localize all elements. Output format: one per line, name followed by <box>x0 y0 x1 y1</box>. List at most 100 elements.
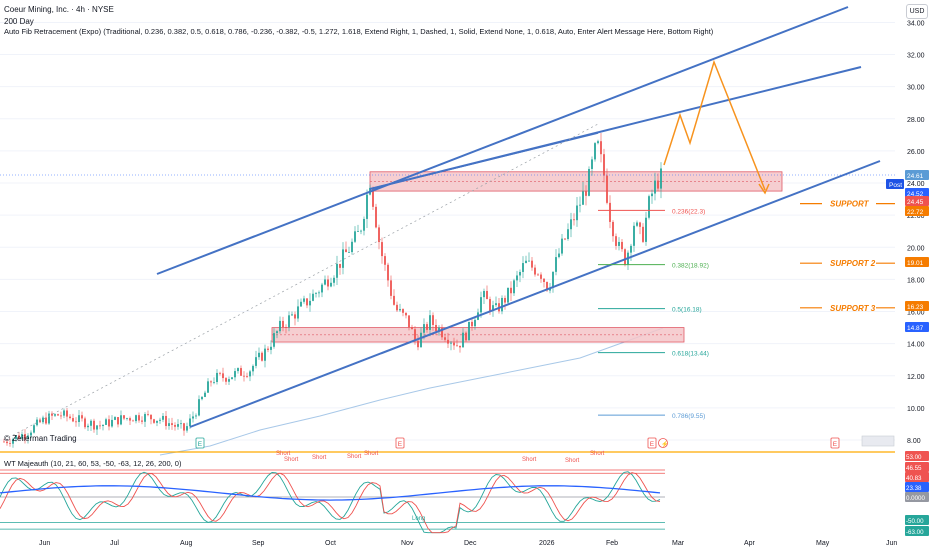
candle-body <box>255 357 257 366</box>
candle-body <box>27 435 29 439</box>
price-badge-label: 22.72 <box>907 209 924 216</box>
candle-body <box>489 299 491 311</box>
candle-body <box>123 415 125 419</box>
ma-indicator-label[interactable]: 200 Day <box>4 17 34 26</box>
candle-body <box>96 425 98 430</box>
time-tick-label: Jun <box>39 540 50 547</box>
price-badge <box>905 206 929 216</box>
candle-body <box>156 420 158 423</box>
candle-body <box>504 297 506 303</box>
price-axis[interactable]: 34.00 32.00 30.00 28.00 26.00 24.00 22.00 20.00… <box>0 20 929 447</box>
candle-body <box>312 293 314 301</box>
symbol-title[interactable]: Coeur Mining, Inc. · 4h · NYSE <box>4 5 114 14</box>
time-axis[interactable]: Jun Jul Aug Sep Oct Nov Dec 2026 Feb Mar Apr May Jun <box>39 540 897 547</box>
candle-body <box>93 420 95 430</box>
candle-body <box>222 373 224 379</box>
osc-badge <box>905 472 929 482</box>
candle-body <box>648 196 650 218</box>
candle-body <box>219 372 221 374</box>
candle-body <box>609 202 611 222</box>
candle-body <box>318 292 320 294</box>
candle-body <box>165 415 167 427</box>
candle-body <box>63 410 65 416</box>
post-tag <box>886 179 904 189</box>
candle-body <box>465 332 467 341</box>
candle-body <box>642 226 644 242</box>
candle-body <box>285 327 287 328</box>
earnings-marker[interactable] <box>647 437 657 449</box>
candle-body <box>33 425 35 433</box>
author-watermark: © Zeiierman Trading <box>4 434 77 443</box>
candle-body <box>579 204 581 206</box>
earnings-marker[interactable] <box>395 437 405 449</box>
price-projection-path <box>663 59 770 195</box>
candle-body <box>597 141 599 144</box>
logo-icon <box>861 435 895 447</box>
candle-body <box>162 415 164 420</box>
channel-line[interactable] <box>189 160 881 428</box>
candle-body <box>516 275 518 281</box>
candle-body <box>378 227 380 243</box>
candle-body <box>102 424 104 427</box>
time-tick-label: Sep <box>252 540 265 547</box>
candle-body <box>492 305 494 311</box>
dividend-icon[interactable] <box>658 438 668 448</box>
price-tick-label: 28.00 <box>907 117 925 124</box>
candle-body <box>585 191 587 196</box>
earnings-marker-label: E <box>650 441 655 448</box>
candle-body <box>330 282 332 287</box>
osc-badge <box>905 462 929 472</box>
candle-body <box>645 217 647 242</box>
osc-badge <box>905 515 929 525</box>
candle-body <box>57 414 59 416</box>
candle-body <box>495 303 497 306</box>
osc-short-signal: Short <box>590 451 605 457</box>
osc-badge <box>905 482 929 492</box>
candle-body <box>261 352 263 361</box>
candle-body <box>339 263 341 268</box>
fib-indicator-label[interactable]: Auto Fib Retracement (Expo) (Traditional… <box>4 27 714 36</box>
oscillator-indicator-label[interactable]: WT Majeauth (10, 21, 60, 53, -50, -63, 1… <box>4 459 182 468</box>
candle-body <box>180 423 182 425</box>
fib-level-label: 0.5(16.18) <box>672 307 702 314</box>
candle-body <box>447 339 449 344</box>
candle-body <box>651 193 653 197</box>
candle-body <box>426 324 428 330</box>
candle-body <box>588 168 590 196</box>
candle-body <box>300 301 302 307</box>
candle-body <box>231 377 233 380</box>
candle-body <box>624 249 626 265</box>
candle-body <box>69 416 71 419</box>
candle-body <box>306 298 308 306</box>
price-badge <box>905 170 929 180</box>
candle-body <box>519 271 521 276</box>
price-badge <box>905 322 929 332</box>
candle-body <box>138 415 140 421</box>
candle-body <box>471 321 473 327</box>
fib-trend-dashed-line <box>3 123 599 441</box>
candle-body <box>225 378 227 382</box>
candle-body <box>543 278 545 282</box>
osc-short-signal: Short <box>565 458 580 464</box>
earnings-marker[interactable] <box>830 437 840 449</box>
candle-body <box>45 417 47 424</box>
osc-badge <box>905 526 929 536</box>
candle-body <box>99 425 101 427</box>
candle-body <box>240 368 242 376</box>
candle-body <box>438 327 440 332</box>
event-markers[interactable]: E E E E ⚡ <box>195 437 840 449</box>
candle-body <box>390 280 392 296</box>
channel-line[interactable] <box>369 132 599 190</box>
earnings-marker[interactable] <box>195 437 205 449</box>
candle-body <box>51 413 53 416</box>
candle-body <box>552 271 554 288</box>
candle-body <box>21 434 23 439</box>
trend-channel-lines[interactable] <box>3 6 881 441</box>
channel-line[interactable] <box>156 6 849 275</box>
currency-button[interactable]: USD <box>906 4 928 19</box>
candle-body <box>630 245 632 253</box>
candle-body <box>618 241 620 246</box>
moving-average-200 <box>159 327 664 456</box>
candle-body <box>513 280 515 294</box>
